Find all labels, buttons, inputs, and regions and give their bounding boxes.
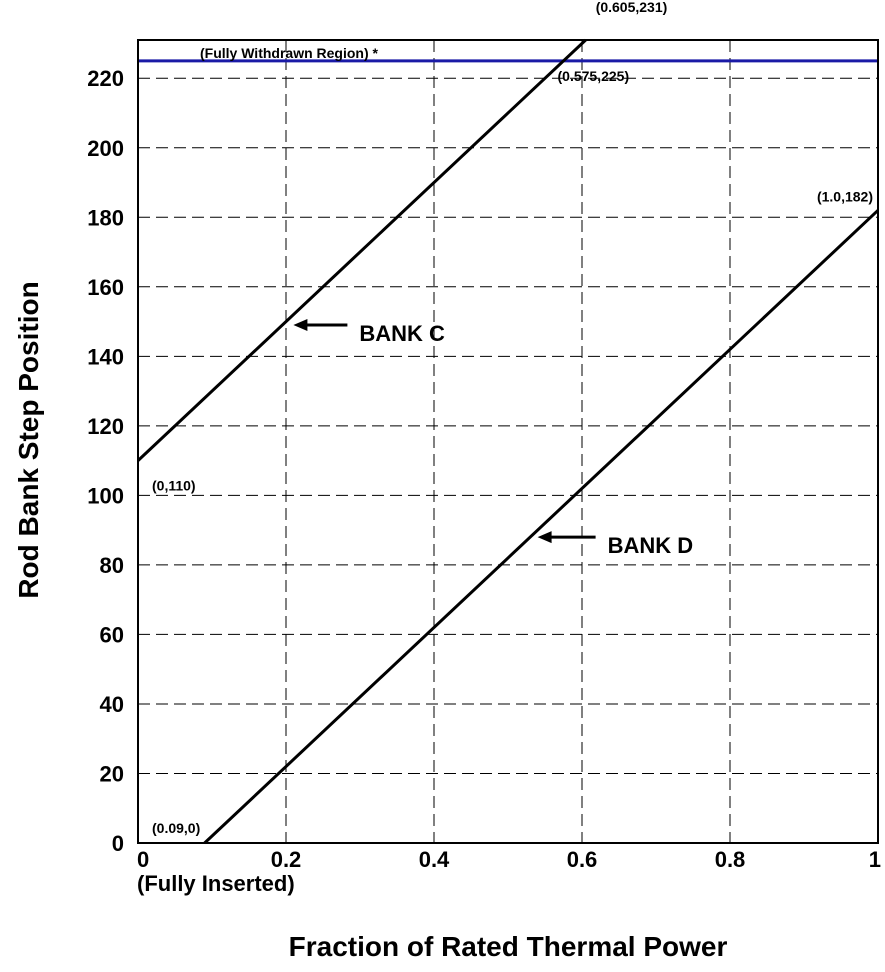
grid [138,40,878,843]
series-line-bank-c [136,38,587,462]
point-label: (0,110) [152,478,196,494]
fully-withdrawn-label: (Fully Withdrawn Region) * [200,45,379,61]
x-tick-sublabel: (Fully Inserted) [137,871,295,896]
y-tick-label: 80 [100,553,124,578]
x-tick-label: 0.8 [715,847,746,872]
bank-arrow-head [537,531,552,544]
x-axis-ticks: 0 0.2 0.4 0.6 0.8 1 [137,847,881,872]
y-tick-label: 160 [87,275,124,300]
x-tick-label: 1 [869,847,881,872]
y-tick-label: 200 [87,136,124,161]
reference-line-group: (Fully Withdrawn Region) * [138,45,878,63]
y-tick-label: 40 [100,692,124,717]
x-tick-label: 0.2 [271,847,302,872]
bank-label: BANK C [359,321,445,346]
x-tick-label: 0 [137,847,149,872]
x-axis-title: Fraction of Rated Thermal Power [289,931,728,962]
y-axis-ticks: 0 20 40 60 80 100 120 140 160 180 200 220 [87,66,124,856]
y-tick-label: 140 [87,344,124,369]
bank-arrow-head [293,319,308,332]
series-line-bank-d [203,209,880,845]
y-tick-label: 100 [87,483,124,508]
bank-label: BANK D [608,533,694,558]
point-label: (0.09,0) [152,820,200,836]
series-group [136,38,880,845]
y-tick-label: 120 [87,414,124,439]
point-label: (1.0,182) [817,188,873,204]
y-tick-label: 20 [100,761,124,786]
y-tick-label: 0 [112,831,124,856]
x-tick-label: 0.4 [419,847,450,872]
annotations: (0.605,231) (0.575,225) (1.0,182) (0,110) (0… [152,0,873,836]
y-axis-title: Rod Bank Step Position [13,281,44,598]
x-tick-label: 0.6 [567,847,598,872]
point-label: (0.575,225) [558,68,630,84]
y-tick-label: 180 [87,205,124,230]
point-label: (0.605,231) [596,0,668,15]
plot-area-frame [137,39,879,844]
y-tick-label: 60 [100,622,124,647]
y-tick-label: 220 [87,66,124,91]
